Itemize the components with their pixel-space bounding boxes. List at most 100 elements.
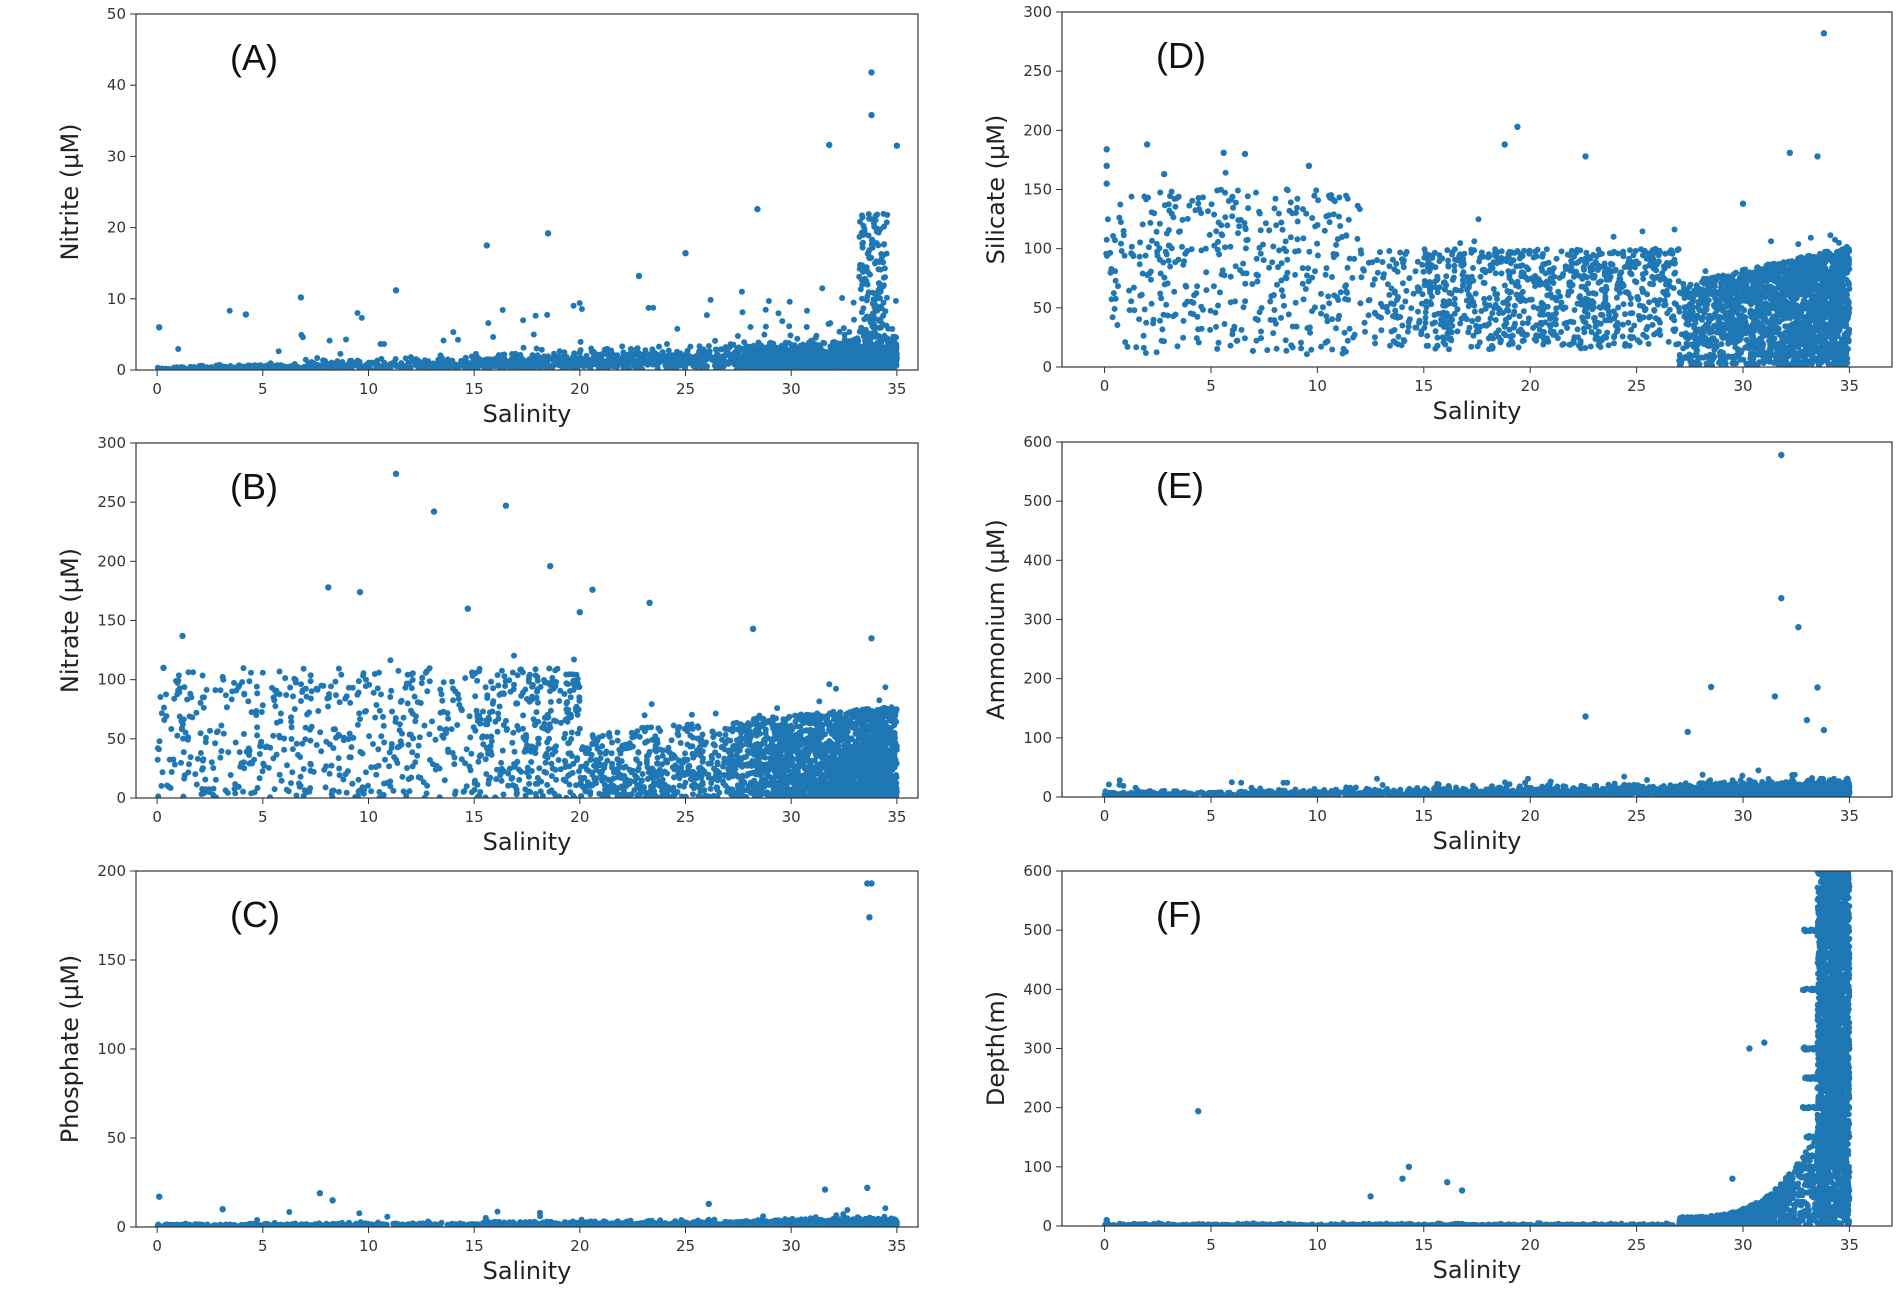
scatter-point bbox=[501, 673, 507, 679]
scatter-point bbox=[713, 711, 719, 717]
scatter-point bbox=[851, 300, 857, 306]
scatter-point bbox=[571, 657, 577, 663]
scatter-point bbox=[874, 240, 880, 246]
scatter-point bbox=[424, 688, 430, 694]
scatter-point bbox=[885, 343, 891, 349]
scatter-point bbox=[207, 728, 213, 734]
scatter-point bbox=[552, 667, 558, 673]
scatter-point bbox=[609, 761, 615, 767]
scatter-point bbox=[373, 702, 379, 708]
panel-b: 0 5 10 15 20 25 30 35050100150200250300Salinity… bbox=[56, 434, 918, 856]
scatter-point bbox=[278, 711, 284, 717]
scatter-point bbox=[577, 300, 583, 306]
scatter-point bbox=[536, 736, 542, 742]
scatter-point bbox=[769, 354, 775, 360]
scatter-point bbox=[248, 670, 254, 676]
scatter-point bbox=[893, 298, 899, 304]
scatter-point bbox=[241, 665, 247, 671]
scatter-point bbox=[839, 295, 845, 301]
scatter-point bbox=[674, 326, 680, 332]
scatter-point bbox=[361, 670, 367, 676]
scatter-point bbox=[324, 696, 330, 702]
scatter-point bbox=[656, 344, 662, 350]
scatter-point bbox=[882, 274, 888, 280]
scatter-point bbox=[416, 743, 422, 749]
scatter-point bbox=[736, 344, 742, 350]
scatter-point bbox=[720, 778, 726, 784]
scatter-point bbox=[804, 324, 810, 330]
scatter-point bbox=[866, 340, 872, 346]
scatter-point bbox=[399, 742, 405, 748]
scatter-point bbox=[386, 763, 392, 769]
scatter-point bbox=[796, 350, 802, 356]
scatter-point bbox=[798, 343, 804, 349]
scatter-point bbox=[198, 750, 204, 756]
scatter-point bbox=[168, 726, 174, 732]
scatter-point bbox=[489, 738, 495, 744]
scatter-point bbox=[157, 694, 163, 700]
scatter-point bbox=[782, 363, 788, 369]
scatter-point bbox=[877, 284, 883, 290]
scatter-point bbox=[874, 212, 880, 218]
scatter-point bbox=[873, 334, 879, 340]
scatter-point bbox=[174, 733, 180, 739]
scatter-point bbox=[515, 672, 521, 678]
scatter-point bbox=[735, 352, 741, 358]
scatter-point bbox=[788, 363, 794, 369]
scatter-point bbox=[678, 760, 684, 766]
scatter-point bbox=[637, 791, 643, 797]
scatter-point bbox=[399, 774, 405, 780]
scatter-point bbox=[526, 774, 532, 780]
scatter-point bbox=[362, 709, 368, 715]
scatter-point bbox=[761, 357, 767, 363]
scatter-point bbox=[645, 776, 651, 782]
scatter-point bbox=[729, 786, 735, 792]
scatter-point bbox=[157, 738, 163, 744]
scatter-point bbox=[526, 781, 532, 787]
scatter-point bbox=[826, 321, 832, 327]
scatter-point bbox=[676, 766, 682, 772]
scatter-point bbox=[602, 783, 608, 789]
scatter-point bbox=[289, 724, 295, 730]
scatter-point bbox=[237, 749, 243, 755]
scatter-point bbox=[485, 320, 491, 326]
scatter-point bbox=[667, 355, 673, 361]
scatter-point bbox=[499, 668, 505, 674]
scatter-point bbox=[295, 366, 301, 372]
scatter-point bbox=[445, 747, 451, 753]
scatter-point bbox=[556, 359, 562, 365]
scatter-point bbox=[276, 348, 282, 354]
scatter-point bbox=[421, 779, 427, 785]
scatter-point bbox=[271, 697, 277, 703]
scatter-point bbox=[200, 673, 206, 679]
scatter-point bbox=[332, 679, 338, 685]
scatter-point bbox=[858, 286, 864, 292]
scatter-point bbox=[259, 709, 265, 715]
scatter-point bbox=[685, 757, 691, 763]
scatter-point bbox=[533, 313, 539, 319]
scatter-point bbox=[538, 788, 544, 794]
scatter-point bbox=[210, 765, 216, 771]
scatter-point bbox=[713, 362, 719, 368]
scatter-point bbox=[859, 277, 865, 283]
scatter-point bbox=[690, 791, 696, 797]
scatter-point bbox=[556, 698, 562, 704]
scatter-point bbox=[871, 352, 877, 358]
scatter-point bbox=[590, 732, 596, 738]
scatter-point bbox=[187, 691, 193, 697]
scatter-point bbox=[648, 724, 654, 730]
scatter-point bbox=[642, 712, 648, 718]
scatter-point bbox=[545, 728, 551, 734]
scatter-point bbox=[751, 732, 757, 738]
scatter-point bbox=[239, 364, 245, 370]
scatter-point bbox=[450, 686, 456, 692]
scatter-point bbox=[240, 789, 246, 795]
scatter-point bbox=[228, 772, 234, 778]
scatter-point bbox=[509, 776, 515, 782]
scatter-point bbox=[818, 363, 824, 369]
x-tick-label: 15 bbox=[465, 380, 484, 398]
scatter-point bbox=[552, 683, 558, 689]
scatter-point bbox=[433, 737, 439, 743]
scatter-point bbox=[298, 698, 304, 704]
